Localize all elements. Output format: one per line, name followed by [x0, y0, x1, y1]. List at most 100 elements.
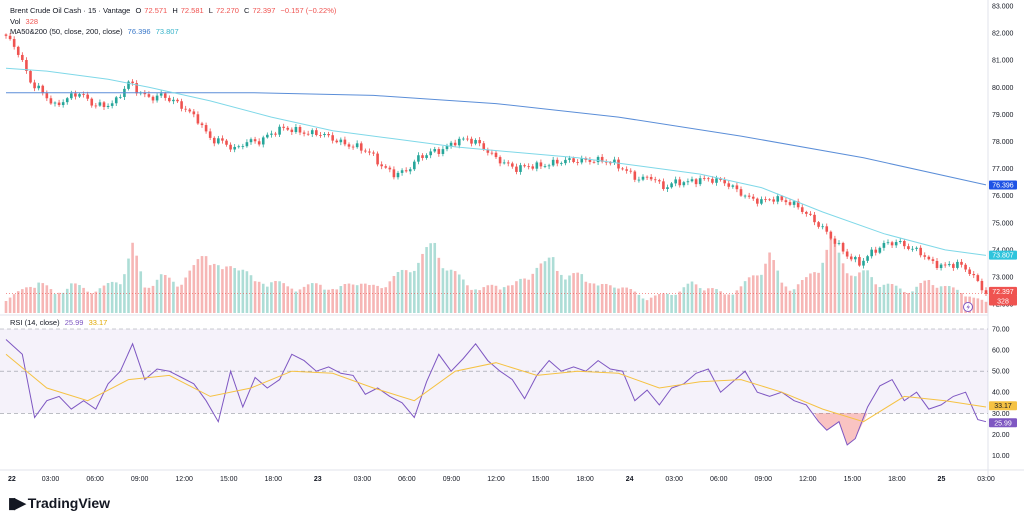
volume-bar	[498, 289, 502, 313]
candle-body	[898, 241, 902, 243]
volume-bar	[596, 285, 600, 313]
candle-body	[45, 93, 49, 99]
candle-body	[751, 196, 755, 199]
candle-body	[939, 264, 943, 269]
ma-legend[interactable]: MA50&200 (50, close, 200, close) 76.396 …	[10, 27, 182, 36]
volume-bar	[878, 286, 882, 313]
candle-body	[580, 158, 584, 163]
candle-body	[560, 163, 563, 164]
rsi-value: 25.99	[64, 318, 84, 327]
candle-body	[625, 169, 628, 171]
volume-bar	[286, 286, 290, 313]
candle-body	[474, 140, 477, 144]
candle-body	[98, 102, 102, 106]
volume-bar	[862, 270, 865, 313]
candle-body	[486, 149, 490, 153]
volume-bar	[694, 284, 698, 313]
price-tick-label: 77.000	[992, 166, 1014, 173]
volume-label: Vol	[10, 17, 21, 26]
candle-body	[441, 149, 445, 154]
volume-bar	[821, 262, 824, 313]
volume-bar	[453, 271, 457, 313]
volume-bar	[478, 290, 481, 313]
candle-body	[274, 133, 277, 135]
volume-legend[interactable]: Vol 328	[10, 17, 41, 26]
candle-body	[364, 150, 367, 152]
volume-bar	[506, 285, 510, 313]
volume-bar	[404, 270, 408, 313]
volume-bar	[74, 283, 77, 313]
volume-bar	[780, 282, 784, 313]
candle-body	[180, 101, 183, 109]
candle-body	[323, 134, 326, 136]
volume-bar	[306, 284, 310, 313]
volume-bar	[886, 283, 890, 313]
time-tick-label: 15:00	[844, 476, 862, 483]
volume-bar	[53, 293, 57, 313]
candle-body	[135, 83, 138, 94]
candle-body	[535, 162, 539, 169]
candle-body	[662, 181, 665, 190]
candle-body	[221, 138, 224, 141]
candle-body	[531, 166, 535, 169]
candle-body	[894, 242, 898, 246]
volume-bar	[739, 286, 743, 313]
candle-body	[760, 199, 763, 204]
volume-bar	[535, 267, 539, 313]
volume-bar	[147, 287, 151, 313]
candle-body	[163, 93, 167, 98]
volume-bar	[12, 294, 16, 313]
candle-body	[302, 132, 306, 134]
candle-body	[449, 142, 453, 146]
volume-bar	[470, 289, 473, 313]
candle-body	[788, 202, 792, 205]
time-tick-label: 06:00	[398, 476, 416, 483]
volume-bar	[90, 293, 94, 313]
candle-body	[192, 111, 196, 115]
volume-bar	[131, 242, 134, 313]
volume-bar	[711, 288, 714, 313]
rsi-legend[interactable]: RSI (14, close) 25.99 33.17	[10, 318, 110, 327]
tradingview-logo[interactable]: ▮▶ TradingView	[8, 494, 110, 512]
volume-bar	[445, 270, 449, 313]
candle-body	[212, 137, 216, 144]
volume-bar	[490, 284, 494, 313]
candle-body	[576, 161, 579, 163]
candle-body	[114, 97, 118, 104]
volume-bar	[302, 286, 306, 313]
volume-bar	[674, 294, 677, 313]
volume-bar	[315, 283, 318, 313]
volume-bar	[282, 283, 285, 313]
volume-bar	[980, 299, 984, 313]
volume-bar	[841, 263, 845, 313]
candle-body	[90, 98, 94, 106]
volume-bar	[849, 275, 853, 313]
volume-bar	[462, 279, 465, 313]
candle-body	[82, 94, 85, 95]
ma-slow-badge-text: 76.396	[992, 183, 1014, 190]
candle-body	[70, 93, 73, 99]
volume-bar	[527, 279, 530, 313]
volume-bar	[466, 285, 469, 313]
candle-body	[266, 134, 269, 138]
candle-body	[821, 226, 824, 228]
volume-bar	[278, 281, 281, 313]
volume-bar	[339, 286, 343, 313]
candle-body	[343, 139, 347, 145]
candle-body	[617, 159, 620, 169]
candle-body	[396, 172, 400, 178]
time-tick-label: 12:00	[487, 476, 505, 483]
symbol-title[interactable]: Brent Crude Oil Cash · 15 · Vantage	[10, 6, 131, 15]
candle-body	[127, 81, 130, 89]
volume-bar	[707, 288, 710, 313]
volume-bar	[813, 272, 816, 313]
close-label: C	[244, 6, 250, 15]
volume-badge: 328	[989, 296, 1017, 306]
volume-bar	[225, 266, 228, 313]
volume-bar	[41, 283, 45, 313]
volume-bar	[413, 270, 416, 313]
volume-bar	[208, 265, 212, 313]
volume-bar	[212, 263, 216, 313]
volume-value: 328	[25, 17, 39, 26]
